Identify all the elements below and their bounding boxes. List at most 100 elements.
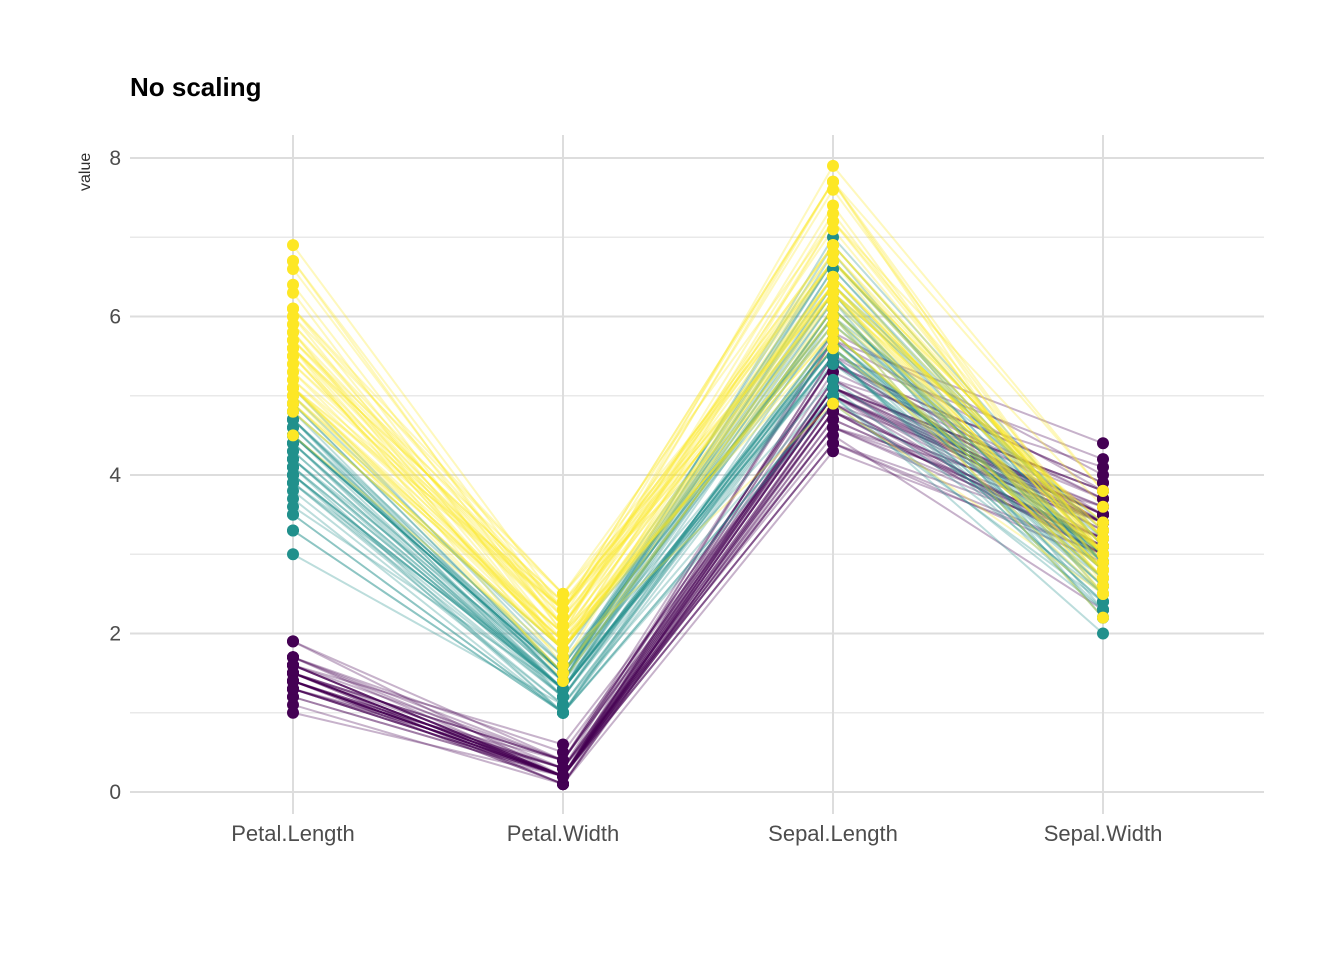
data-point-yellow xyxy=(827,199,839,212)
data-point-teal xyxy=(287,461,299,474)
data-point-yellow xyxy=(557,603,569,616)
data-line-teal xyxy=(292,314,1104,715)
data-point-purple xyxy=(1097,453,1109,466)
data-line-teal xyxy=(292,323,1104,651)
data-point-yellow xyxy=(287,381,299,394)
data-line-yellow xyxy=(292,243,1104,628)
data-line-teal xyxy=(292,354,1104,715)
data-point-yellow xyxy=(557,627,569,640)
data-line-teal xyxy=(292,267,1104,691)
data-point-yellow xyxy=(1097,587,1109,600)
data-line-teal xyxy=(292,386,1104,707)
y-tick-label: 6 xyxy=(109,306,121,329)
data-line-teal xyxy=(292,354,1104,699)
data-line-purple xyxy=(292,386,1104,762)
data-line-teal xyxy=(292,346,1104,691)
data-point-yellow xyxy=(287,255,299,268)
data-line-teal xyxy=(292,330,1104,715)
data-line-purple xyxy=(292,362,1104,762)
data-line-teal xyxy=(292,299,1104,691)
data-line-teal xyxy=(292,307,1104,691)
data-line-yellow xyxy=(292,346,1104,635)
data-line-yellow xyxy=(292,299,1104,651)
data-point-purple xyxy=(827,437,839,450)
data-line-teal xyxy=(292,307,1104,683)
data-line-teal xyxy=(292,338,1104,691)
data-line-teal xyxy=(292,330,1104,699)
data-point-yellow xyxy=(557,643,569,656)
data-point-yellow xyxy=(287,405,299,418)
data-line-purple xyxy=(292,354,1104,778)
data-line-purple xyxy=(292,442,1104,778)
data-line-yellow xyxy=(292,219,1104,596)
data-line-teal xyxy=(292,330,1104,699)
data-line-teal xyxy=(292,338,1104,691)
data-point-yellow xyxy=(827,294,839,307)
data-line-teal xyxy=(292,235,1104,683)
data-line-yellow xyxy=(292,180,1104,620)
data-line-yellow xyxy=(292,219,1104,667)
data-line-purple xyxy=(292,394,1104,778)
data-line-yellow xyxy=(292,338,1104,635)
data-line-purple xyxy=(292,386,1104,762)
data-point-yellow xyxy=(287,334,299,347)
data-line-yellow xyxy=(292,291,1104,651)
data-point-teal xyxy=(557,698,569,711)
data-line-yellow xyxy=(292,275,1104,635)
data-line-yellow xyxy=(292,275,1104,651)
data-line-yellow xyxy=(292,291,1104,651)
data-line-teal xyxy=(292,251,1104,683)
data-line-purple xyxy=(292,450,1104,786)
data-line-yellow xyxy=(292,187,1104,628)
data-line-yellow xyxy=(292,243,1104,612)
data-line-purple xyxy=(292,394,1104,746)
data-point-yellow xyxy=(557,587,569,600)
data-line-purple xyxy=(292,442,1104,778)
data-line-teal xyxy=(292,338,1104,691)
data-line-teal xyxy=(292,275,1104,675)
data-line-teal xyxy=(292,299,1104,675)
data-point-yellow xyxy=(1097,548,1109,561)
data-line-yellow xyxy=(292,307,1104,651)
y-tick-label: 8 xyxy=(109,147,121,170)
data-line-teal xyxy=(292,259,1104,659)
data-line-yellow xyxy=(292,307,1104,683)
data-line-yellow xyxy=(292,219,1104,652)
data-line-teal xyxy=(292,354,1104,691)
data-point-purple xyxy=(1097,437,1109,450)
data-point-teal xyxy=(287,548,299,561)
data-line-yellow xyxy=(292,402,1104,659)
data-line-purple xyxy=(292,434,1104,770)
data-point-yellow xyxy=(287,302,299,315)
data-point-purple xyxy=(827,421,839,434)
data-line-purple xyxy=(292,386,1104,754)
data-line-yellow xyxy=(292,259,1104,604)
data-line-purple xyxy=(292,394,1104,778)
data-point-yellow xyxy=(827,175,839,188)
data-point-yellow xyxy=(827,215,839,228)
data-point-purple xyxy=(287,675,299,688)
data-point-teal xyxy=(287,445,299,458)
data-line-teal xyxy=(292,315,1104,667)
data-line-purple xyxy=(292,418,1104,778)
data-line-purple xyxy=(292,378,1104,778)
data-line-purple xyxy=(292,410,1104,786)
data-line-purple xyxy=(292,338,1104,770)
data-line-purple xyxy=(292,378,1104,786)
data-line-yellow xyxy=(292,179,1104,612)
data-line-teal xyxy=(292,338,1104,715)
data-point-yellow xyxy=(557,675,569,688)
data-line-purple xyxy=(292,394,1104,778)
data-line-teal xyxy=(292,291,1104,667)
data-line-teal xyxy=(292,315,1104,675)
data-line-yellow xyxy=(292,330,1104,604)
data-line-purple xyxy=(292,426,1104,778)
data-line-purple xyxy=(292,354,1104,778)
x-axis-label: Petal.Length xyxy=(231,821,355,846)
data-point-yellow xyxy=(827,255,839,268)
data-line-teal xyxy=(292,291,1104,691)
data-line-yellow xyxy=(292,211,1104,652)
data-line-purple xyxy=(292,410,1104,778)
data-point-purple xyxy=(287,706,299,719)
